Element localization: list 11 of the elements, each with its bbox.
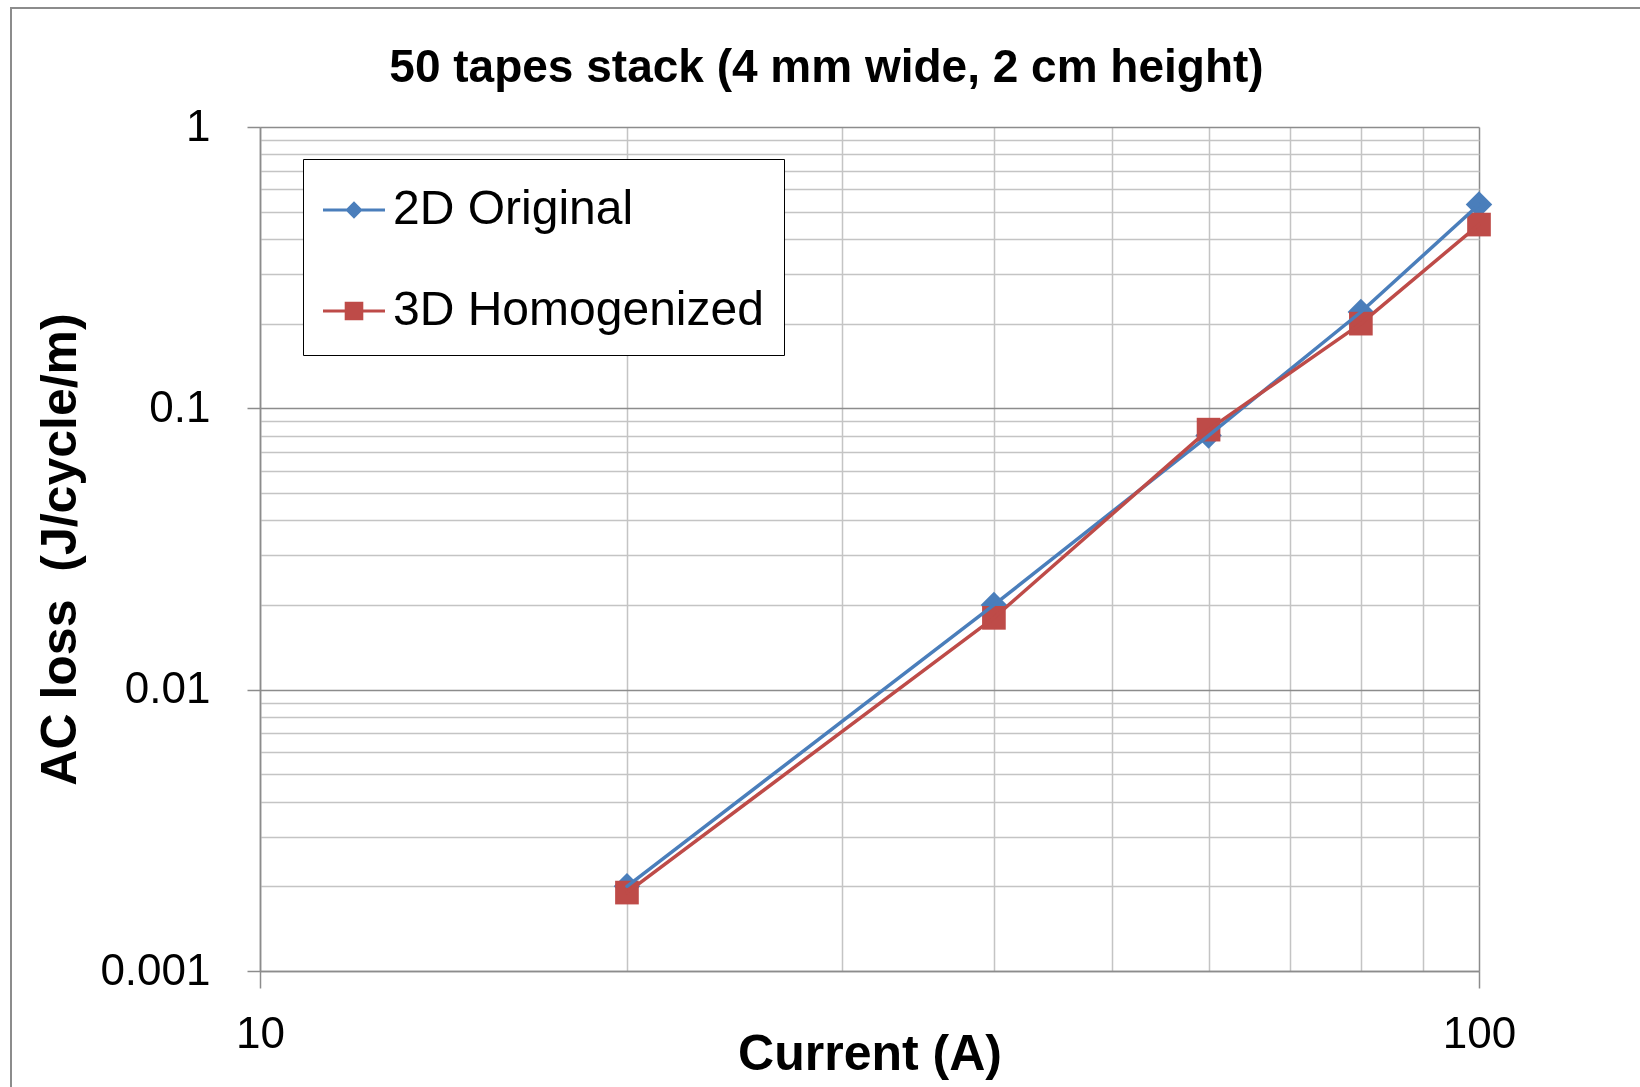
- chart-title: 50 tapes stack (4 mm wide, 2 cm height): [389, 40, 1264, 92]
- y-tick-label: 0.1: [149, 381, 211, 431]
- legend-label: 3D Homogenized: [393, 282, 764, 335]
- y-tick-label: 1: [186, 100, 211, 150]
- y-tick-label: 0.01: [124, 663, 211, 713]
- y-tick-label: 0.001: [100, 944, 211, 994]
- y-axis-title: AC loss (J/cycle/m): [30, 313, 87, 786]
- x-axis-title: Current (A): [738, 1024, 1002, 1081]
- legend-label: 2D Original: [393, 181, 634, 234]
- x-tick-label: 10: [236, 1007, 285, 1057]
- x-tick-label: 100: [1442, 1007, 1517, 1057]
